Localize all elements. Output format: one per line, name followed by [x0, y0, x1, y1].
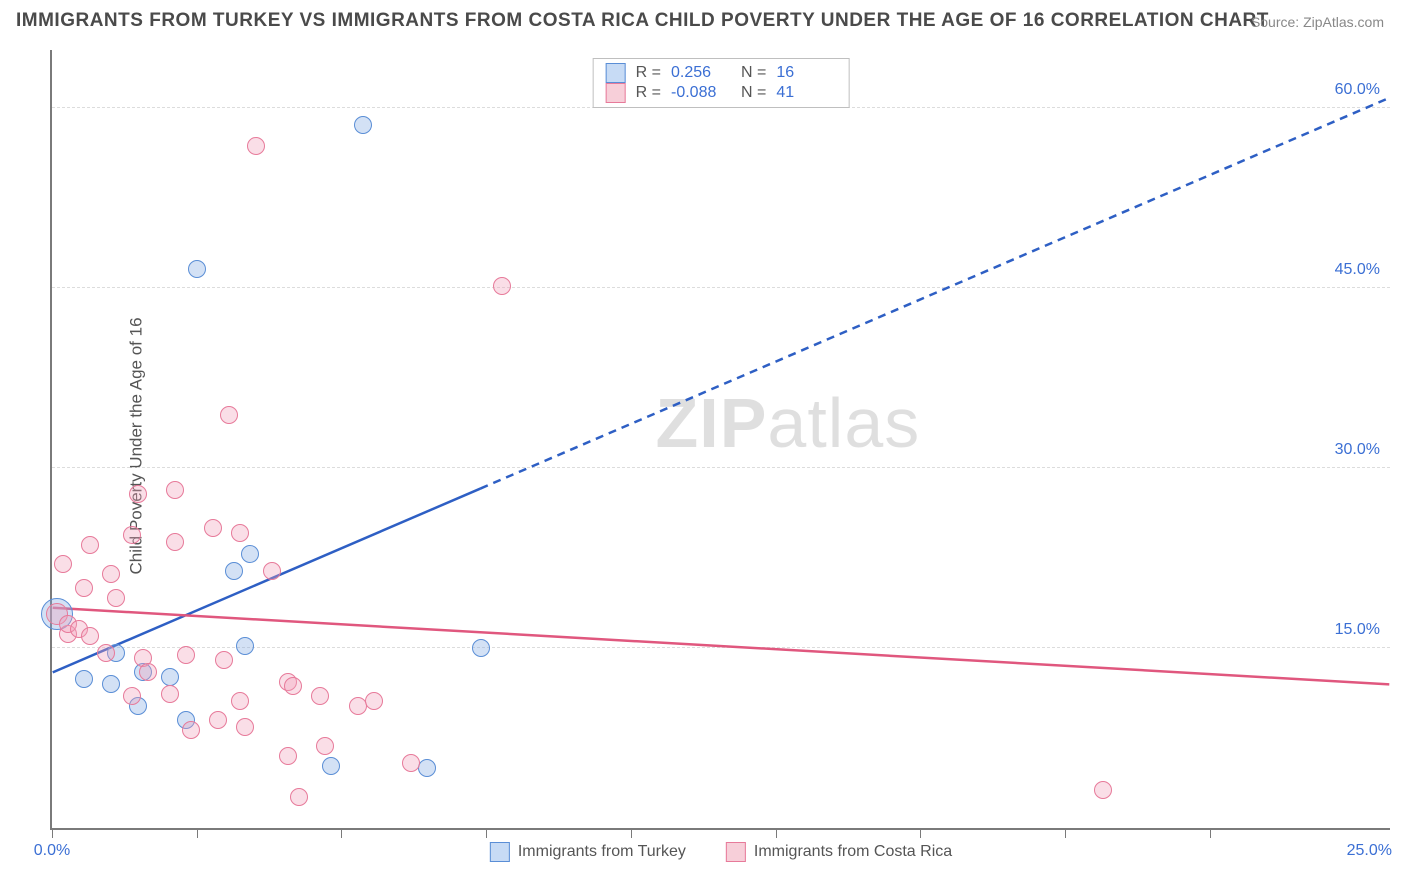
x-tick — [486, 828, 487, 838]
swatch-icon — [726, 842, 746, 862]
data-point — [220, 406, 238, 424]
data-point — [75, 579, 93, 597]
legend-label: Immigrants from Turkey — [518, 843, 686, 861]
swatch-icon — [490, 842, 510, 862]
data-point — [247, 137, 265, 155]
data-point — [493, 277, 511, 295]
data-point — [209, 711, 227, 729]
x-tick-label: 25.0% — [1347, 842, 1392, 860]
x-tick — [776, 828, 777, 838]
y-tick-label: 60.0% — [1335, 81, 1380, 99]
data-point — [418, 759, 436, 777]
x-tick — [341, 828, 342, 838]
legend-stat-row: R =-0.088N =41 — [606, 83, 837, 103]
x-tick — [52, 828, 53, 838]
gridline — [52, 467, 1390, 468]
data-point — [1094, 781, 1112, 799]
swatch-icon — [606, 83, 626, 103]
data-point — [402, 754, 420, 772]
data-point — [161, 668, 179, 686]
data-point — [263, 562, 281, 580]
correlation-legend: R =0.256N =16R =-0.088N =41 — [593, 58, 850, 108]
data-point — [472, 639, 490, 657]
data-point — [161, 685, 179, 703]
data-point — [365, 692, 383, 710]
trend-lines — [52, 50, 1390, 828]
data-point — [102, 675, 120, 693]
data-point — [241, 545, 259, 563]
data-point — [231, 524, 249, 542]
x-tick — [920, 828, 921, 838]
data-point — [215, 651, 233, 669]
data-point — [188, 260, 206, 278]
data-point — [316, 737, 334, 755]
data-point — [81, 627, 99, 645]
data-point — [129, 485, 147, 503]
x-tick-label: 0.0% — [34, 842, 70, 860]
y-tick-label: 45.0% — [1335, 261, 1380, 279]
data-point — [123, 687, 141, 705]
data-point — [204, 519, 222, 537]
data-point — [322, 757, 340, 775]
chart-title: IMMIGRANTS FROM TURKEY VS IMMIGRANTS FRO… — [16, 10, 1269, 32]
legend-item-costa-rica: Immigrants from Costa Rica — [726, 842, 952, 862]
data-point — [290, 788, 308, 806]
data-point — [102, 565, 120, 583]
data-point — [354, 116, 372, 134]
scatter-plot: ZIPatlas 15.0%30.0%45.0%60.0% 0.0%25.0% … — [50, 50, 1390, 830]
data-point — [123, 526, 141, 544]
data-point — [311, 687, 329, 705]
x-tick — [1065, 828, 1066, 838]
data-point — [225, 562, 243, 580]
legend-item-turkey: Immigrants from Turkey — [490, 842, 686, 862]
y-tick-label: 30.0% — [1335, 441, 1380, 459]
data-point — [54, 555, 72, 573]
data-point — [166, 533, 184, 551]
legend-label: Immigrants from Costa Rica — [754, 843, 952, 861]
data-point — [236, 637, 254, 655]
data-point — [107, 589, 125, 607]
data-point — [182, 721, 200, 739]
y-tick-label: 15.0% — [1335, 621, 1380, 639]
x-tick — [197, 828, 198, 838]
data-point — [236, 718, 254, 736]
data-point — [177, 646, 195, 664]
watermark: ZIPatlas — [656, 383, 921, 463]
data-point — [81, 536, 99, 554]
gridline — [52, 287, 1390, 288]
data-point — [97, 644, 115, 662]
data-point — [284, 677, 302, 695]
data-point — [279, 747, 297, 765]
data-point — [75, 670, 93, 688]
source-attribution: Source: ZipAtlas.com — [1251, 14, 1384, 30]
data-point — [231, 692, 249, 710]
legend-stat-row: R =0.256N =16 — [606, 63, 837, 83]
data-point — [139, 663, 157, 681]
series-legend: Immigrants from Turkey Immigrants from C… — [490, 842, 952, 862]
x-tick — [1210, 828, 1211, 838]
swatch-icon — [606, 63, 626, 83]
data-point — [166, 481, 184, 499]
x-tick — [631, 828, 632, 838]
